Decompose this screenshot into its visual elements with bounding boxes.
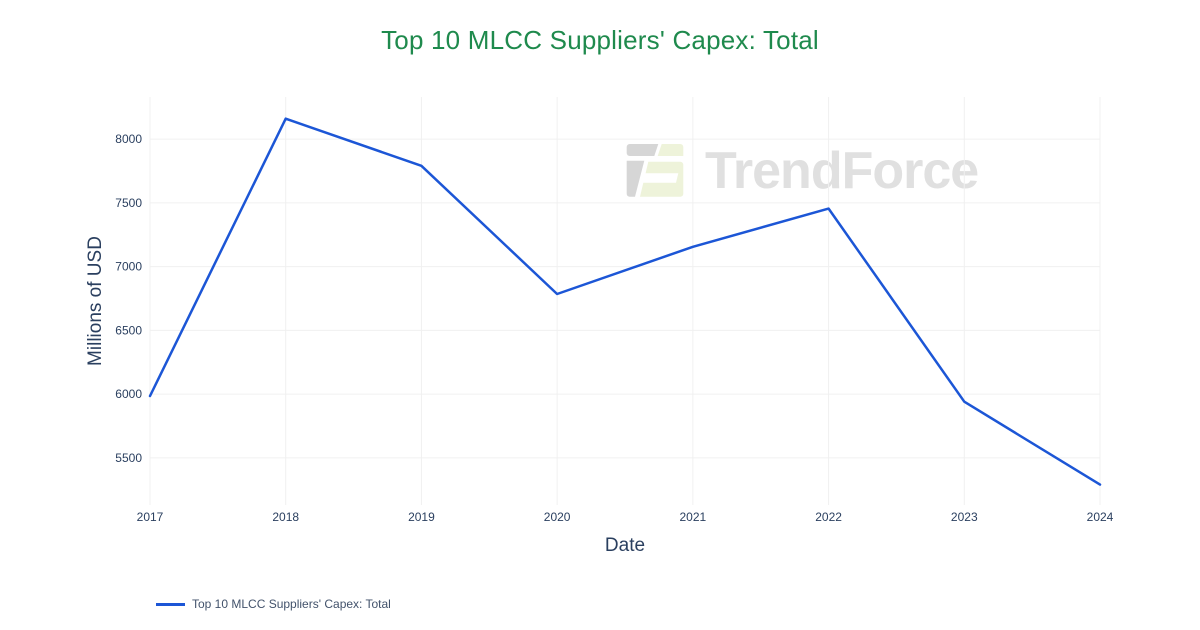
- x-tick-label: 2019: [408, 510, 435, 524]
- x-tick-label: 2018: [272, 510, 299, 524]
- x-axis-title: Date: [604, 535, 646, 556]
- y-tick-label: 7000: [115, 260, 142, 274]
- x-tick-label: 2017: [137, 510, 164, 524]
- y-tick-label: 6000: [115, 387, 142, 401]
- x-tick-label: 2024: [1087, 510, 1114, 524]
- x-tick-label: 2022: [815, 510, 842, 524]
- legend-line-swatch: [156, 602, 185, 606]
- y-tick-label: 5500: [115, 451, 142, 465]
- legend-label: Top 10 MLCC Suppliers' Capex: Total: [192, 597, 391, 611]
- chart-title: Top 10 MLCC Suppliers' Capex: Total: [381, 25, 819, 55]
- y-tick-label: 7500: [115, 196, 142, 210]
- y-tick-label: 6500: [115, 323, 142, 337]
- x-tick-label: 2023: [951, 510, 978, 524]
- x-tick-label: 2021: [680, 510, 707, 524]
- x-tick-label: 2020: [544, 510, 571, 524]
- y-tick-label: 8000: [115, 132, 142, 146]
- legend[interactable]: Top 10 MLCC Suppliers' Capex: Total: [156, 597, 391, 611]
- capex-line-series[interactable]: [148, 117, 1102, 486]
